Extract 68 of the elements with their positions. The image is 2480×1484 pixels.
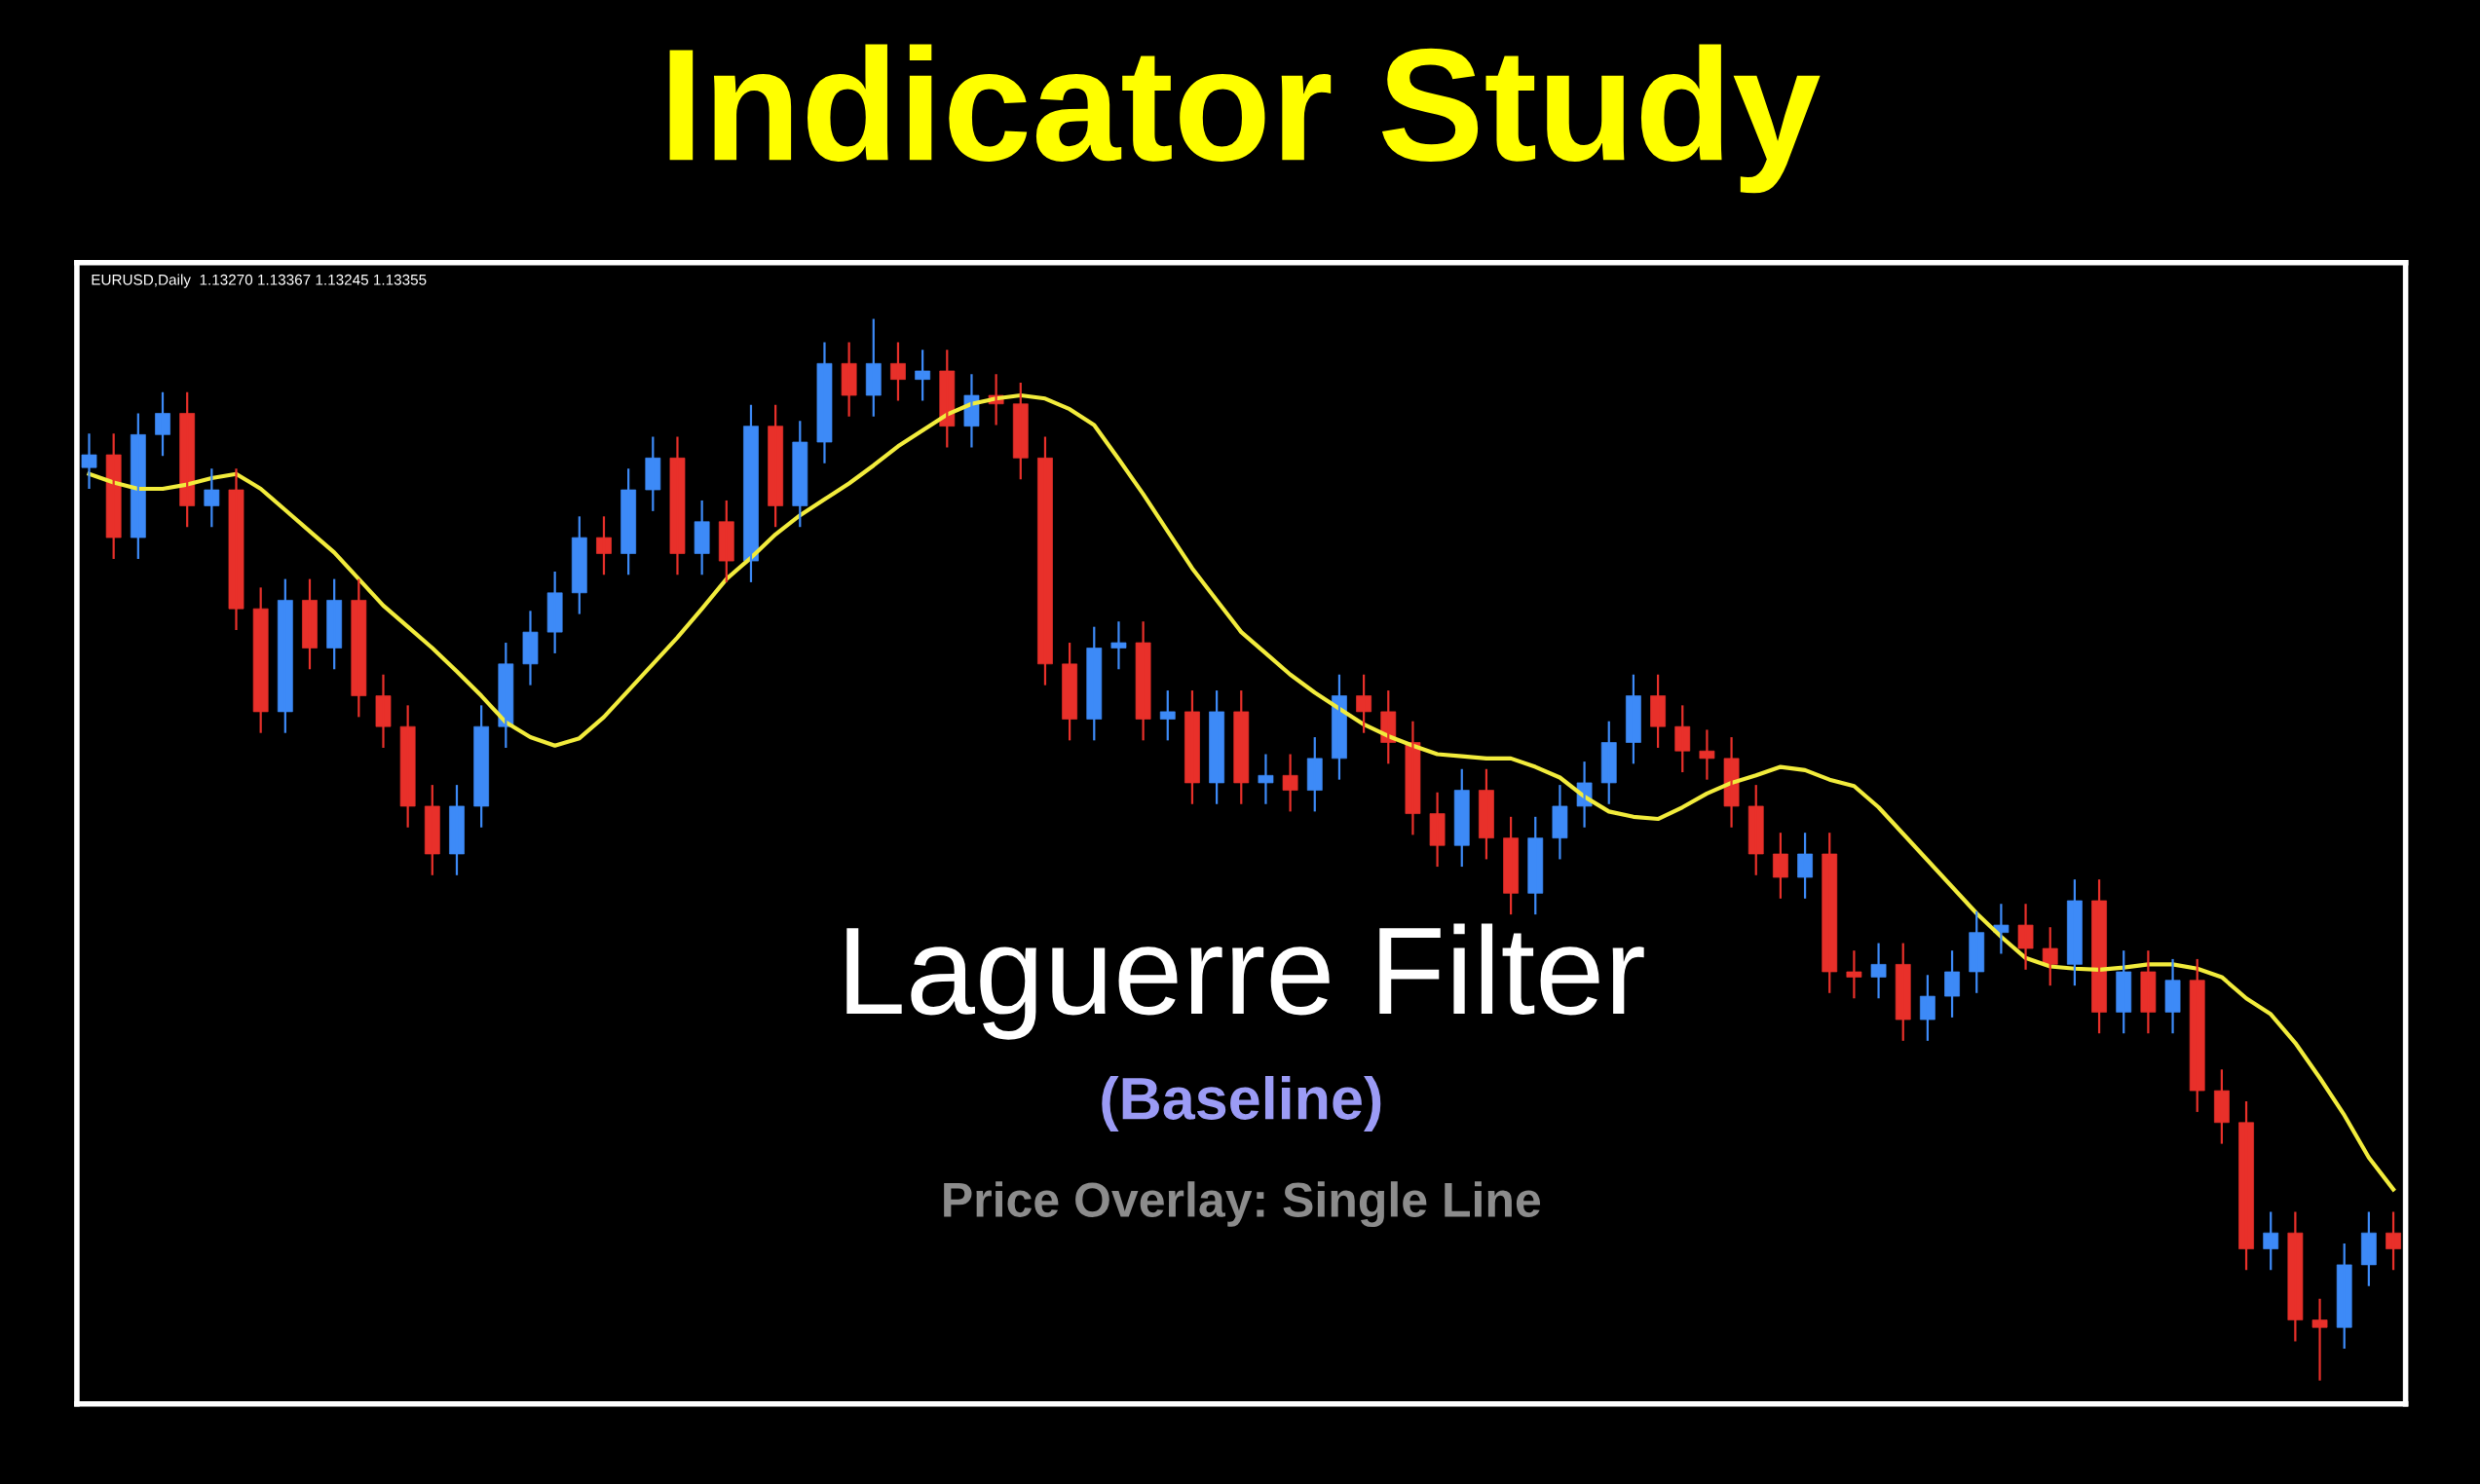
candlestick <box>1258 753 1274 805</box>
candlestick <box>2140 949 2157 1035</box>
candlestick <box>228 467 244 632</box>
candlestick <box>1699 728 1715 781</box>
candlestick <box>620 467 637 576</box>
candlestick <box>571 515 587 615</box>
candlestick <box>2164 957 2181 1035</box>
candlestick <box>1209 688 1225 805</box>
candlestick <box>1356 673 1372 734</box>
candlestick <box>694 499 710 576</box>
candlestick <box>1429 791 1446 869</box>
candlestick <box>1870 942 1887 1000</box>
annotation: Laguerre Filter <box>846 923 1644 1040</box>
candlestick <box>81 432 97 491</box>
candlestick <box>2336 1242 2352 1351</box>
candlestick <box>1110 620 1127 671</box>
candlestick <box>2213 1068 2230 1145</box>
candlestick <box>1233 688 1250 805</box>
annotation: (Baseline) <box>1102 1076 1381 1132</box>
candlestick <box>522 610 539 686</box>
candlestick <box>1062 641 1078 742</box>
candlestick <box>351 577 367 719</box>
candlestick <box>645 435 661 512</box>
candlestick <box>841 341 857 418</box>
candlestick <box>1012 381 1029 481</box>
candlestick <box>1895 942 1911 1042</box>
candlestick <box>1773 832 1788 900</box>
candlestick <box>1527 815 1544 916</box>
candlestick <box>1503 815 1519 916</box>
candlestick <box>1600 720 1617 805</box>
candlestick <box>2066 878 2083 987</box>
candlestick <box>1822 832 1838 994</box>
candlestick <box>2311 1297 2328 1382</box>
chart-title: Indicator Study <box>669 44 1821 194</box>
candlestick <box>1306 735 1323 813</box>
candlestick <box>2360 1210 2377 1287</box>
candlestick <box>1650 673 1666 750</box>
annotation: Price Overlay: Single Line <box>944 1181 1541 1228</box>
candlestick <box>1944 949 1960 1019</box>
candlestick <box>2017 903 2034 971</box>
candlestick <box>449 784 465 876</box>
candlestick <box>204 467 220 529</box>
candlestick <box>1797 832 1813 900</box>
candlestick <box>399 704 416 829</box>
candlestick <box>546 570 563 655</box>
candlestick <box>865 317 882 418</box>
candlestick <box>1969 909 1985 994</box>
candlestick <box>915 349 931 402</box>
candlestick <box>155 390 170 458</box>
candlestick <box>424 784 440 876</box>
candlestick <box>1552 784 1568 861</box>
text: EURUSD,Daily 1.13270 1.13367 1.13245 1.13355 <box>92 274 427 288</box>
candlestick <box>2287 1210 2304 1343</box>
candlestick <box>718 499 734 584</box>
candlestick <box>1135 620 1151 742</box>
candlestick <box>1920 974 1935 1042</box>
candlestick <box>1453 767 1470 869</box>
candlestick <box>2116 949 2132 1035</box>
candlestick <box>1159 688 1176 742</box>
candlestick <box>105 432 122 561</box>
candlestick <box>1184 688 1200 805</box>
candlestick <box>1846 949 1862 1000</box>
candlestick <box>792 420 808 529</box>
candlestick <box>596 515 612 576</box>
candlestick <box>252 586 269 734</box>
candlestick <box>375 673 392 750</box>
candlestick <box>1674 704 1691 774</box>
candlestick <box>1747 784 1764 876</box>
